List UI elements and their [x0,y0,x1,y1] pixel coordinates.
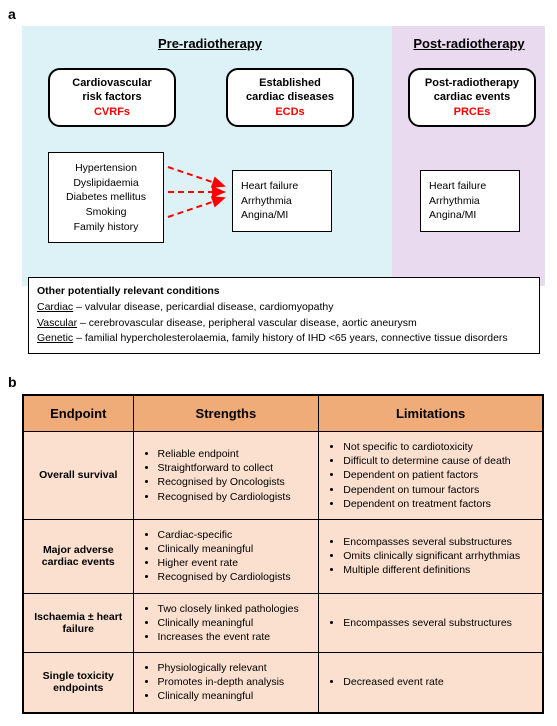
strengths-cell: Cardiac-specificClinically meaningfulHig… [133,519,319,593]
limitation-item: Dependent on patient factors [343,468,534,482]
ecd-abbr: ECDs [232,105,348,119]
limitations-cell: Not specific to cardiotoxicityDifficult … [319,432,543,520]
limitation-item: Difficult to determine cause of death [343,454,534,468]
strength-item: Clinically meaningful [158,689,311,703]
th-limitations: Limitations [319,395,543,432]
limitation-item: Dependent on treatment factors [343,497,534,511]
prce-line2: cardiac events [414,90,530,104]
strengths-cell: Two closely linked pathologiesClinically… [133,593,319,653]
strength-item: Recognised by Oncologists [158,475,311,489]
limitation-item: Encompasses several substructures [343,535,534,549]
strength-item: Promotes in-depth analysis [158,675,311,689]
other-row: Vascular – cerebrovascular disease, peri… [37,316,531,332]
other-row: Cardiac – valvular disease, pericardial … [37,300,531,316]
list-item: Smoking [57,205,155,220]
ecd-header-box: Established cardiac diseases ECDs [226,68,354,127]
cvrf-header-box: Cardiovascular risk factors CVRFs [48,68,176,127]
endpoints-table: Endpoint Strengths Limitations Overall s… [22,394,544,714]
prce-abbr: PRCEs [414,105,530,119]
endpoint-cell: Overall survival [23,432,133,520]
table-row: Major adverse cardiac eventsCardiac-spec… [23,519,543,593]
table-header-row: Endpoint Strengths Limitations [23,395,543,432]
limitations-cell: Encompasses several substructuresOmits c… [319,519,543,593]
th-strengths: Strengths [133,395,319,432]
list-item: Hypertension [57,161,155,176]
limitation-item: Not specific to cardiotoxicity [343,440,534,454]
arrows-svg [164,152,232,242]
limitation-item: Multiple different definitions [343,563,534,577]
post-title: Post-radiotherapy [404,36,534,51]
strengths-cell: Reliable endpointStraightforward to coll… [133,432,319,520]
prce-list-box: Heart failureArrhythmiaAngina/MI [420,170,520,232]
strength-item: Cardiac-specific [158,528,311,542]
post-radiotherapy-region [392,26,545,286]
panel-a: Pre-radiotherapy Post-radiotherapy Cardi… [0,22,557,368]
strength-item: Straightforward to collect [158,461,311,475]
strength-item: Physiologically relevant [158,661,311,675]
table-row: Ischaemia ± heart failureTwo closely lin… [23,593,543,653]
strength-item: Reliable endpoint [158,447,311,461]
limitation-item: Decreased event rate [343,675,534,689]
list-item: Arrhythmia [241,194,323,209]
panel-b-label: b [0,368,557,390]
th-endpoint: Endpoint [23,395,133,432]
strength-item: Recognised by Cardiologists [158,490,311,504]
cvrf-abbr: CVRFs [54,105,170,119]
list-item: Heart failure [241,179,323,194]
strength-item: Increases the event rate [158,630,311,644]
strength-item: Clinically meaningful [158,542,311,556]
list-item: Family history [57,220,155,235]
other-title: Other potentially relevant conditions [37,284,531,300]
endpoint-cell: Ischaemia ± heart failure [23,593,133,653]
strength-item: Recognised by Cardiologists [158,570,311,584]
strength-item: Clinically meaningful [158,616,311,630]
list-item: Diabetes mellitus [57,190,155,205]
prce-header-box: Post-radiotherapy cardiac events PRCEs [408,68,536,127]
limitation-item: Encompasses several substructures [343,616,534,630]
cvrf-list-box: HypertensionDyslipidaemiaDiabetes mellit… [48,152,164,243]
other-row: Genetic – familial hypercholesterolaemia… [37,331,531,347]
limitations-cell: Decreased event rate [319,653,543,713]
cvrf-line1: Cardiovascular [54,76,170,90]
ecd-list-box: Heart failureArrhythmiaAngina/MI [232,170,332,232]
endpoint-cell: Major adverse cardiac events [23,519,133,593]
limitation-item: Dependent on tumour factors [343,483,534,497]
panel-b: Endpoint Strengths Limitations Overall s… [0,390,557,726]
limitations-cell: Encompasses several substructures [319,593,543,653]
panel-a-label: a [0,0,557,22]
strength-item: Higher event rate [158,556,311,570]
table-row: Overall survivalReliable endpointStraigh… [23,432,543,520]
list-item: Angina/MI [241,208,323,223]
limitation-item: Omits clinically significant arrhythmias [343,549,534,563]
pre-title: Pre-radiotherapy [120,36,300,51]
other-conditions-box: Other potentially relevant conditions Ca… [28,277,540,354]
list-item: Heart failure [429,179,511,194]
ecd-line2: cardiac diseases [232,90,348,104]
strength-item: Two closely linked pathologies [158,602,311,616]
ecd-line1: Established [232,76,348,90]
endpoint-cell: Single toxicity endpoints [23,653,133,713]
prce-line1: Post-radiotherapy [414,76,530,90]
list-item: Dyslipidaemia [57,176,155,191]
table-row: Single toxicity endpointsPhysiologically… [23,653,543,713]
strengths-cell: Physiologically relevantPromotes in-dept… [133,653,319,713]
cvrf-line2: risk factors [54,90,170,104]
list-item: Arrhythmia [429,194,511,209]
figure: a Pre-radiotherapy Post-radiotherapy Car… [0,0,557,726]
list-item: Angina/MI [429,208,511,223]
